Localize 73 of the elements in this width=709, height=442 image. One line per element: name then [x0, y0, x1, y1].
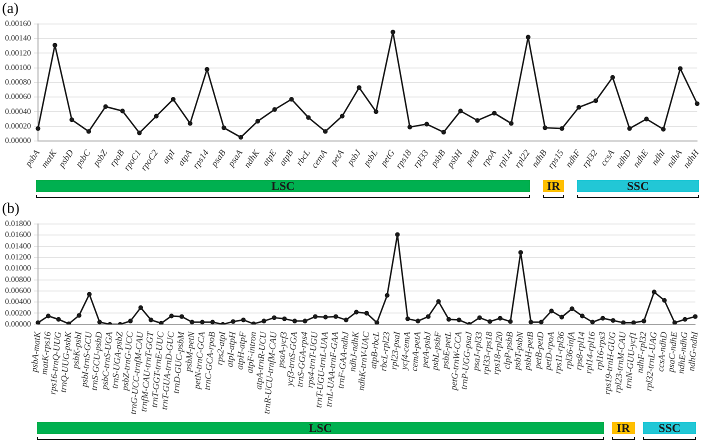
point [137, 130, 142, 136]
point [356, 85, 362, 90]
point [424, 122, 430, 126]
point [694, 101, 700, 106]
point [188, 121, 192, 126]
x-tick-label: atpI [160, 147, 178, 166]
y-tick-label: 0.01800 [5, 219, 31, 228]
y-tick-label: 0.00800 [5, 274, 31, 284]
x-tick-label: rps2-atpI [214, 330, 228, 366]
point [374, 109, 378, 114]
y-tick-label: 0.00080 [5, 78, 31, 87]
point [52, 42, 58, 48]
chart-title: (a) [2, 0, 19, 17]
y-tick-label: 0.00200 [5, 308, 31, 318]
y-tick-label: 0.01400 [5, 241, 31, 250]
point [678, 66, 683, 71]
y-tick-label: 0.01000 [5, 264, 31, 273]
x-tick-label: ndhJ-ndhK [347, 330, 361, 372]
point [407, 124, 412, 130]
point [560, 126, 564, 131]
y-tick-label: 0.00040 [5, 106, 31, 116]
point [542, 125, 548, 130]
y-tick-label: 0.00600 [5, 286, 31, 296]
x-tick-label: cemA-petA [408, 330, 422, 372]
point [69, 117, 74, 122]
chart-title: (b) [2, 200, 20, 217]
y-tick-label: 0.01200 [5, 252, 31, 262]
region-strip: SSC [642, 422, 696, 441]
point [322, 129, 328, 134]
point [593, 98, 598, 104]
point [610, 75, 615, 80]
point [306, 115, 311, 120]
point [204, 66, 210, 72]
point [340, 114, 345, 118]
point [508, 121, 514, 126]
region-strip: LSC [36, 422, 604, 441]
point [390, 30, 396, 34]
point [289, 96, 294, 102]
point [103, 104, 108, 109]
region-strip: IR [612, 422, 635, 441]
point [170, 96, 176, 102]
point [475, 118, 480, 123]
point [86, 129, 92, 134]
point [661, 126, 666, 132]
y-tick-label: 0.00020 [5, 121, 31, 130]
y-tick-label: 0.00160 [5, 19, 31, 28]
x-tick-label: psaA-ycf3 [276, 330, 289, 370]
point [222, 125, 226, 130]
point [644, 116, 649, 122]
y-tick-label: 0.01600 [5, 230, 31, 240]
y-tick-label: 0.00120 [5, 48, 31, 58]
point [154, 114, 159, 118]
point [526, 34, 530, 40]
point [120, 108, 125, 114]
y-tick-label: 0.00060 [5, 92, 31, 102]
region-strip: SSC [577, 180, 699, 199]
point [238, 134, 244, 140]
point [255, 118, 260, 124]
point [441, 130, 446, 135]
x-tick-label: psbA-matK [28, 330, 42, 374]
x-tick-label: psbK-psbI [70, 330, 84, 370]
region-strip: IR [543, 180, 564, 199]
point [627, 126, 632, 131]
y-tick-label: 0.00000 [5, 319, 31, 328]
point [492, 110, 497, 116]
y-tick-label: 0.00100 [5, 62, 31, 72]
y-tick-label: 0.00400 [5, 297, 31, 306]
point [458, 108, 463, 114]
y-tick-label: 0.00140 [5, 34, 31, 43]
point [576, 104, 582, 110]
point [272, 107, 277, 112]
y-tick-label: 0.00000 [5, 136, 31, 146]
region-strip: LSC [36, 180, 530, 199]
